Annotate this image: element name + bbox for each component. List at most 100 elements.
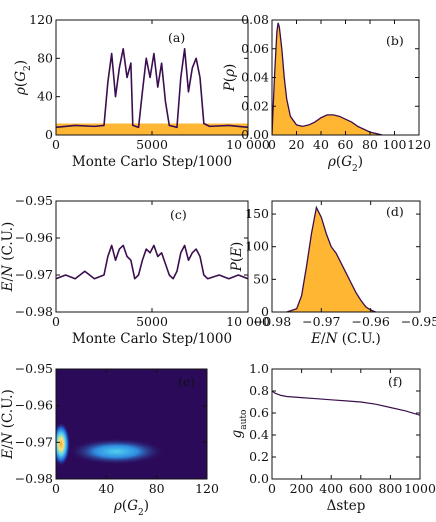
y-tick-label: 0.02 (241, 98, 269, 113)
histogram-outline (286, 205, 376, 312)
panel-tag-b: (b) (386, 33, 404, 48)
y-axis-label: P(E) (229, 242, 245, 273)
series-line (56, 47, 248, 129)
heatmap-blob (68, 438, 165, 465)
heatmap-blob (56, 422, 71, 467)
y-tick-label: 0.00 (241, 127, 269, 142)
panel-tag-d: (d) (386, 204, 404, 219)
y-tick-label: 0.06 (241, 41, 269, 56)
x-tick-label: 20 (289, 137, 305, 152)
x-tick-label: −0.97 (302, 314, 340, 329)
x-axis-label: ρ(G2) (327, 154, 363, 174)
series-line (56, 244, 248, 280)
x-tick-label: 80 (362, 137, 378, 152)
y-axis-label: ρ(G2) (13, 60, 33, 96)
plot-area-f (272, 390, 420, 416)
y-axis-label: E/N (C.U.) (0, 222, 16, 293)
plot-area-e (56, 369, 207, 479)
histogram-fill (286, 207, 376, 312)
x-axis-label: Monte Carlo Step/1000 (72, 154, 232, 170)
x-tick-label: 800 (378, 481, 402, 496)
x-tick-label: 0 (52, 481, 60, 496)
histogram-outline (272, 22, 383, 135)
x-tick-label: 10 000 (226, 314, 270, 329)
y-tick-label: −0.97 (15, 434, 53, 449)
panel-c: 0 5000 10 000 −0.98 −0.97 −0.96 −0.95 Monte Car… (0, 193, 270, 347)
plot-frame (55, 368, 208, 480)
y-tick-label: 0.6 (249, 405, 269, 420)
x-tick-label: 120 (195, 481, 219, 496)
y-tick-label: 0.8 (249, 383, 269, 398)
x-tick-label: −0.96 (352, 314, 390, 329)
panel-d: −0.98 −0.97 −0.96 −0.95 0 50 100 150 E/N (C.U.) P… (229, 200, 436, 347)
x-tick-label: 600 (349, 481, 373, 496)
x-tick-label: 120 (407, 137, 431, 152)
y-tick-label: 0.4 (249, 427, 269, 442)
x-tick-label: 60 (338, 137, 354, 152)
y-tick-label: −0.95 (15, 361, 53, 376)
y-tick-label: −0.98 (15, 471, 53, 486)
y-tick-label: −0.95 (15, 193, 53, 208)
plot-frame (55, 200, 249, 313)
y-tick-label: 0 (45, 127, 53, 142)
plot-frame (55, 19, 249, 136)
panel-a: 0 5000 10 000 0 40 80 120 Monte Carlo Step/1000… (13, 12, 270, 170)
histogram-fill (272, 22, 383, 135)
series-line (272, 390, 420, 416)
x-tick-label: 5000 (136, 314, 168, 329)
plot-area-d (286, 205, 376, 312)
x-tick-label: 40 (313, 137, 329, 152)
baseline-band (56, 123, 248, 135)
y-tick-label: −0.98 (15, 304, 53, 319)
x-tick-label: 5000 (136, 137, 168, 152)
x-tick-label: −0.95 (401, 314, 436, 329)
panel-e: 0 40 80 120 −0.98 −0.97 −0.96 −0.95 ρ(G2) E/N (C.… (0, 361, 219, 518)
x-tick-label: 10 000 (226, 137, 270, 152)
y-tick-label: 0.04 (241, 70, 269, 85)
y-axis-label: E/N (C.U.) (0, 389, 16, 460)
y-tick-label: −0.96 (15, 398, 53, 413)
y-tick-label: 0.2 (249, 449, 269, 464)
x-tick-label: 100 (383, 137, 407, 152)
y-tick-label: 0.08 (241, 12, 269, 27)
x-tick-label: 200 (290, 481, 314, 496)
y-tick-label: −0.96 (15, 230, 53, 245)
x-tick-label: 1000 (404, 481, 436, 496)
y-tick-label: 0 (261, 304, 269, 319)
y-tick-label: 150 (245, 206, 269, 221)
y-tick-label: 120 (29, 12, 53, 27)
x-tick-label: 0 (268, 481, 276, 496)
plot-frame (271, 200, 421, 313)
panel-b: 0 20 40 60 80 100 120 0.00 0.02 0.04 0.06 0.08 ρ(G2)… (222, 12, 431, 174)
panel-f: 0 200 400 600 800 1000 0.0 0.2 0.4 0.6 0.8 1.0 Δstep… (229, 361, 436, 514)
x-axis-label: ρ(G2) (113, 498, 149, 518)
panel-tag-e: (e) (178, 374, 195, 389)
y-tick-label: 100 (245, 239, 269, 254)
panel-tag-a: (a) (168, 30, 185, 45)
y-tick-label: 40 (37, 89, 53, 104)
y-tick-label: −0.97 (15, 267, 53, 282)
x-tick-label: −0.98 (253, 314, 291, 329)
x-tick-label: 0 (52, 314, 60, 329)
plot-area-c (56, 244, 248, 280)
y-axis-label: gauto (229, 410, 249, 439)
x-axis-label: Δstep (327, 498, 366, 514)
x-tick-label: 0 (268, 137, 276, 152)
y-axis-label: P(ρ) (222, 64, 238, 93)
y-tick-label: 1.0 (249, 361, 269, 376)
x-tick-label: 400 (319, 481, 343, 496)
y-tick-label: 50 (253, 271, 269, 286)
y-tick-label: 80 (37, 50, 53, 65)
plot-area-a (56, 47, 248, 135)
x-tick-label: 0 (52, 137, 60, 152)
panel-tag-c: (c) (170, 207, 187, 222)
x-tick-label: 40 (98, 481, 114, 496)
x-axis-label: E/N (C.U.) (310, 331, 381, 347)
y-tick-label: 0.0 (249, 471, 269, 486)
panel-tag-f: (f) (388, 374, 402, 389)
x-tick-label: 80 (149, 481, 165, 496)
x-axis-label: Monte Carlo Step/1000 (72, 331, 232, 347)
plot-area-b (272, 22, 383, 135)
plot-frame (271, 368, 421, 480)
